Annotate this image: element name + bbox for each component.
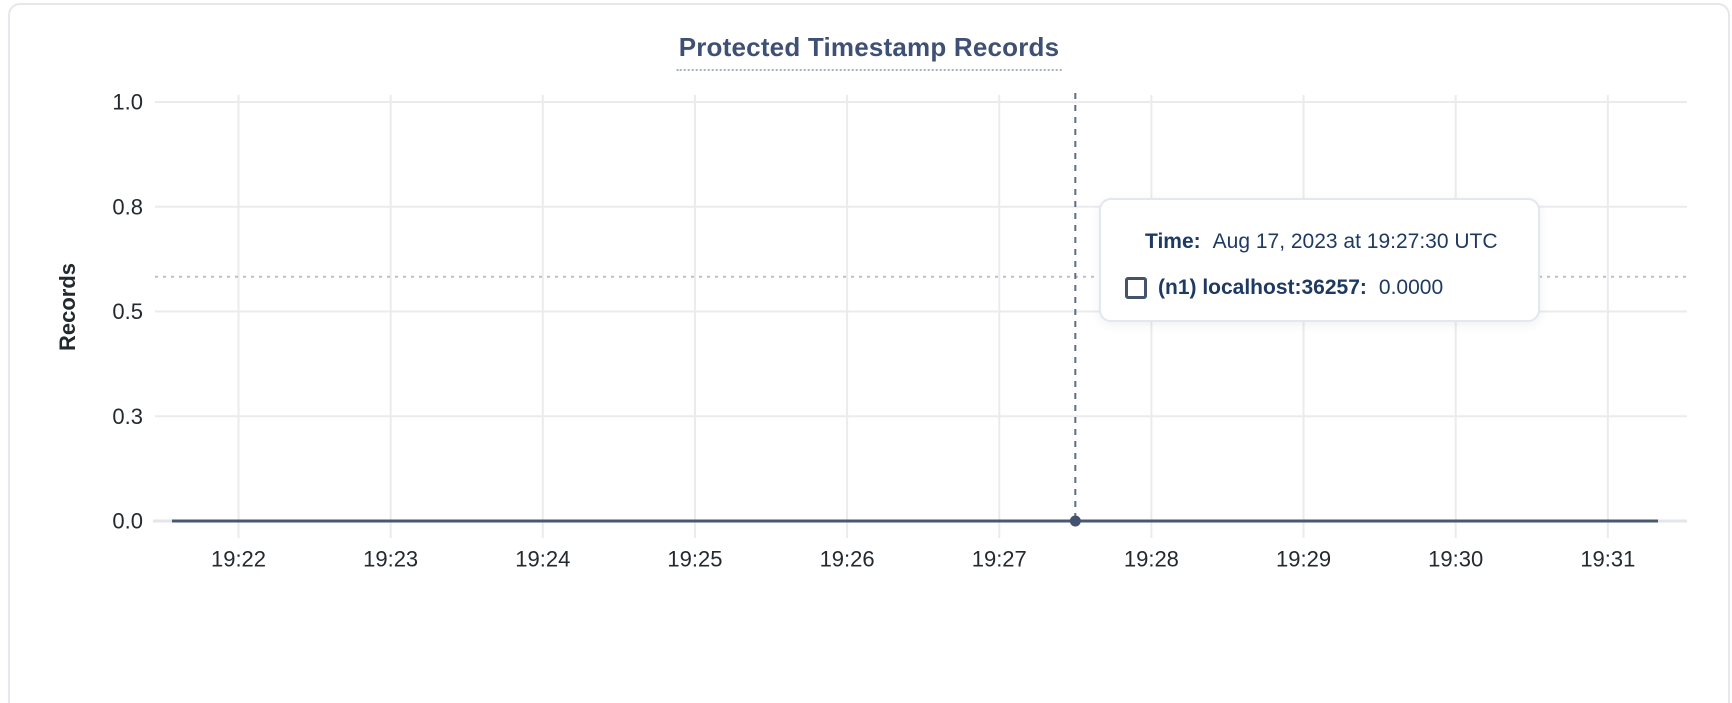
tooltip-series-row: (n1) localhost:36257: 0.0000 bbox=[1125, 276, 1443, 300]
tooltip-time-row: Time: Aug 17, 2023 at 19:27:30 UTC bbox=[1145, 230, 1498, 254]
tooltip-time-label: Time: bbox=[1145, 230, 1201, 253]
y-tick-label: 0.8 bbox=[112, 194, 143, 219]
series-checkbox-icon bbox=[1125, 277, 1147, 299]
timeseries-chart-canvas[interactable]: 0.0 0.3 0.5 0.8 1.0 19:22 19:23 19:24 19:25 19:26… bbox=[10, 5, 1732, 633]
y-axis-label: Records bbox=[55, 262, 80, 352]
tooltip-series-label: (n1) localhost:36257: bbox=[1158, 276, 1367, 299]
x-tick-label: 19:31 bbox=[1580, 547, 1635, 572]
tooltip-series-value: 0.0000 bbox=[1378, 276, 1444, 299]
hover-point bbox=[1069, 515, 1081, 527]
y-tick-label: 0.3 bbox=[112, 404, 143, 429]
hover-tooltip: Time: Aug 17, 2023 at 19:27:30 UTC (n1) … bbox=[1099, 198, 1540, 322]
x-tick-label: 19:26 bbox=[820, 547, 875, 572]
x-tick-label: 19:23 bbox=[363, 547, 418, 572]
x-tick-label: 19:25 bbox=[667, 547, 722, 572]
tooltip-time-value: Aug 17, 2023 at 19:27:30 UTC bbox=[1212, 230, 1498, 253]
x-tick-label: 19:24 bbox=[515, 547, 570, 572]
x-tick-label: 19:27 bbox=[972, 547, 1027, 572]
y-tick-label: 1.0 bbox=[112, 90, 143, 115]
y-tick-label: 0.0 bbox=[112, 509, 143, 534]
x-tick-label: 19:22 bbox=[211, 547, 266, 572]
chart-title[interactable]: Protected Timestamp Records bbox=[676, 32, 1062, 71]
y-tick-label: 0.5 bbox=[112, 299, 143, 324]
x-tick-label: 19:30 bbox=[1428, 547, 1483, 572]
chart-card: 0.0 0.3 0.5 0.8 1.0 19:22 19:23 19:24 19:25 19:26… bbox=[8, 3, 1730, 703]
x-tick-label: 19:29 bbox=[1276, 547, 1331, 572]
x-tick-label: 19:28 bbox=[1124, 547, 1179, 572]
